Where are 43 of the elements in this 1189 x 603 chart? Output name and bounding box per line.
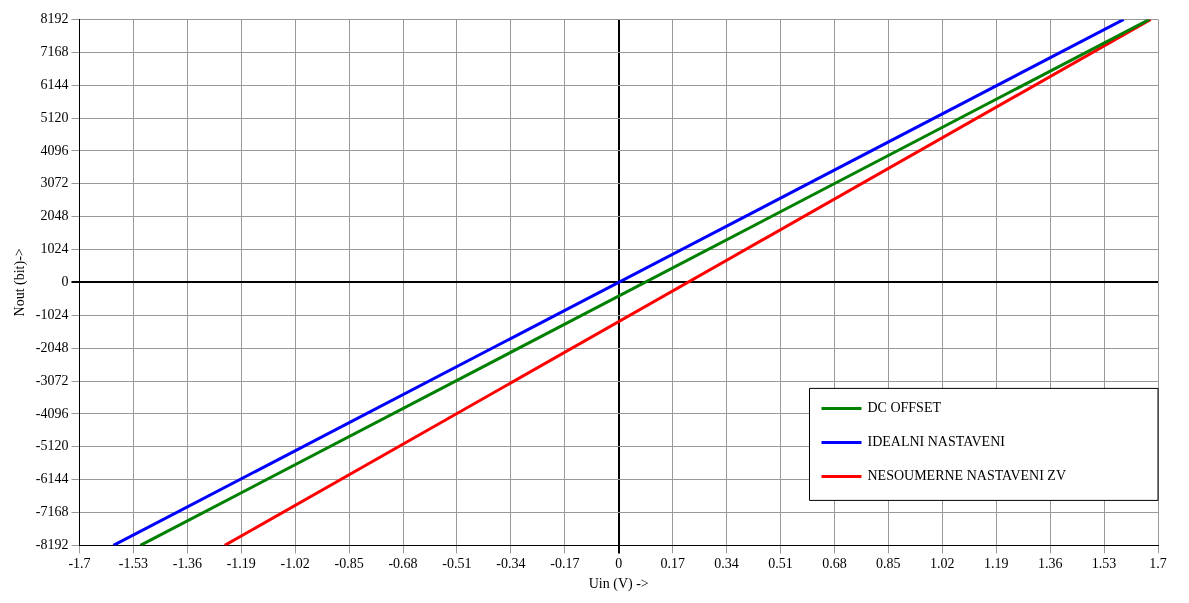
y-tick-label: 6144: [40, 76, 69, 92]
y-tick-label: 5120: [40, 109, 69, 125]
x-tick-label: 0.51: [768, 556, 793, 572]
x-tick-label: 0.68: [822, 556, 847, 572]
x-tick-label: -1.02: [280, 556, 310, 572]
y-tick-label: -4096: [35, 405, 69, 421]
x-tick-label: 0.17: [660, 556, 685, 572]
x-tick-label: 1.53: [1091, 556, 1117, 572]
y-tick-label: 7168: [40, 43, 69, 59]
x-tick-label: -0.85: [334, 556, 364, 572]
x-tick-label: 0: [615, 556, 623, 572]
y-tick-label: 0: [61, 274, 69, 290]
x-tick-label: 1.36: [1037, 556, 1063, 572]
legend-label: NESOUMERNE NASTAVENI ZV: [867, 468, 1067, 484]
y-tick-label: -3072: [35, 372, 69, 388]
legend-label: IDEALNI NASTAVENI: [867, 434, 1006, 450]
x-axis-title: Uin (V) ->: [588, 576, 649, 593]
x-tick-label: -0.17: [550, 556, 580, 572]
y-tick-label: -8192: [35, 537, 69, 553]
y-tick-label: -2048: [35, 339, 69, 355]
x-tick-label: -1.53: [118, 556, 148, 572]
legend-label: DC OFFSET: [867, 400, 942, 416]
y-axis-title: Nout (bit)->: [12, 248, 29, 317]
x-tick-label: 1.02: [930, 556, 955, 572]
x-tick-label: 1.7: [1149, 556, 1167, 572]
x-tick-label: -1.36: [172, 556, 202, 572]
y-tick-label: 8192: [40, 11, 69, 27]
y-tick-label: 1024: [40, 241, 69, 257]
x-tick-label: -0.68: [388, 556, 418, 572]
x-tick-label: -1.7: [68, 556, 91, 572]
x-tick-label: 0.85: [876, 556, 901, 572]
y-tick-label: -5120: [35, 438, 69, 454]
y-tick-label: -6144: [35, 471, 69, 487]
y-tick-label: 3072: [40, 175, 69, 191]
x-tick-label: 0.34: [714, 556, 739, 572]
x-tick-label: -0.51: [442, 556, 472, 572]
x-tick-label: -0.34: [496, 556, 526, 572]
y-tick-label: -1024: [35, 306, 69, 322]
x-tick-label: -1.19: [226, 556, 256, 572]
x-tick-label: 1.19: [983, 556, 1009, 572]
y-tick-label: 2048: [40, 208, 69, 224]
y-tick-label: -7168: [35, 504, 69, 520]
y-tick-label: 4096: [40, 142, 69, 158]
